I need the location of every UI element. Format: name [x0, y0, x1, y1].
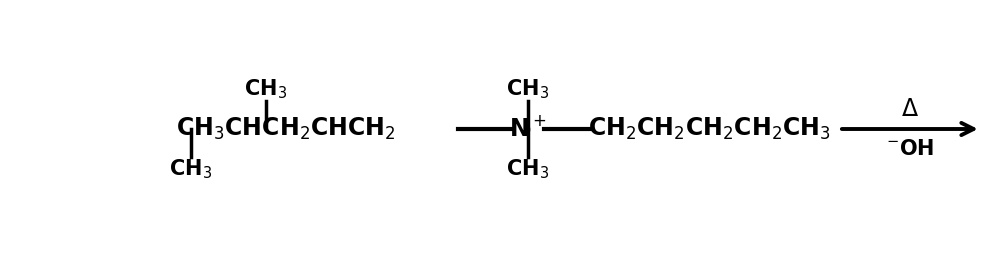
Text: CH$_2$CH$_2$CH$_2$CH$_2$CH$_3$: CH$_2$CH$_2$CH$_2$CH$_2$CH$_3$ [588, 116, 831, 142]
Text: CH$_3$: CH$_3$ [506, 157, 549, 181]
Text: $\Delta$: $\Delta$ [901, 97, 919, 121]
Text: CH$_3$: CH$_3$ [169, 157, 212, 181]
Text: N$^+$: N$^+$ [509, 117, 547, 141]
Text: CH$_3$: CH$_3$ [244, 77, 287, 101]
Text: CH$_3$CHCH$_2$CHCH$_2$: CH$_3$CHCH$_2$CHCH$_2$ [176, 116, 395, 142]
Text: CH$_3$: CH$_3$ [506, 77, 549, 101]
Text: $^{-}$OH: $^{-}$OH [886, 139, 934, 159]
